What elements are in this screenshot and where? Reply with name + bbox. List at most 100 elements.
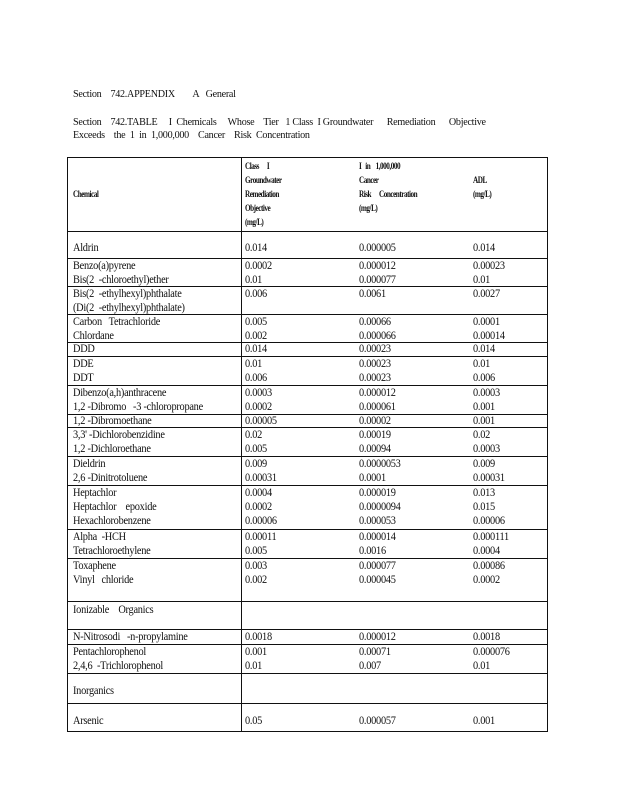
cancer-risk-value: 0.000012: [359, 260, 396, 272]
cancer-risk-value: 0.000014: [359, 531, 396, 543]
chemical-name: Dieldrin: [73, 458, 106, 470]
objective-value: 0.014: [245, 343, 267, 355]
column-header: (mg/L): [473, 189, 492, 199]
column-header: Groundwater: [245, 175, 282, 185]
column-header: I in 1,000,000: [359, 161, 401, 171]
cancer-risk-value: 0.000045: [359, 574, 396, 586]
table-row-group: Pentachlorophenol 0.001 0.00071 0.000076 2,4…: [68, 644, 547, 673]
chemical-name: 2,6 -Dinitrotoluene: [73, 472, 148, 484]
chemical-name: 1,2 -Dibromo -3 -chloropropane: [73, 401, 203, 413]
table-row-group: Heptachlor 0.0004 0.000019 0.013 Heptachlor …: [68, 485, 547, 529]
objective-value: 0.00005: [245, 415, 277, 427]
cancer-risk-value: 0.00019: [359, 429, 391, 441]
chemical-name: Bis(2 -chloroethyl)ether: [73, 274, 169, 286]
chemical-name: Arsenic: [73, 715, 104, 727]
objective-value: 0.0018: [245, 631, 272, 643]
chemical-name: Hexachlorobenzene: [73, 515, 151, 527]
cancer-risk-value: 0.0001: [359, 472, 386, 484]
table-caption-line-2: Exceeds the 1 in 1,000,000 Cancer Risk C…: [73, 129, 310, 141]
adl-value: 0.0002: [473, 574, 500, 586]
column-header: (mg/L): [359, 203, 378, 213]
adl-value: 0.001: [473, 415, 495, 427]
chemical-name: DDE: [73, 358, 94, 370]
cancer-risk-value: 0.0061: [359, 288, 386, 300]
chemical-name: Chlordane: [73, 330, 114, 342]
cancer-risk-value: 0.00094: [359, 443, 391, 455]
cancer-risk-value: 0.0000053: [359, 458, 401, 470]
objective-value: 0.005: [245, 316, 267, 328]
adl-value: 0.0018: [473, 631, 500, 643]
chemical-name: Aldrin: [73, 242, 99, 254]
table-caption-line-1: Section 742.TABLE I Chemicals Whose Tier…: [73, 116, 486, 128]
table-row-group: N-Nitrosodi -n-propylamine 0.0018 0.000012…: [68, 629, 547, 644]
chemical-name: Pentachlorophenol: [73, 646, 147, 658]
cancer-risk-value: 0.000061: [359, 401, 396, 413]
objective-value: 0.01: [245, 274, 263, 286]
adl-value: 0.014: [473, 343, 495, 355]
chemical-name: Carbon Tetrachloride: [73, 316, 161, 328]
chemical-name: 2,4,6 -Trichlorophenol: [73, 660, 164, 672]
section-heading: Section 742.APPENDIX A General: [73, 88, 236, 100]
cancer-risk-value: 0.00071: [359, 646, 391, 658]
adl-value: 0.0001: [473, 316, 500, 328]
objective-value: 0.02: [245, 429, 263, 441]
chemical-name: Heptachlor: [73, 487, 117, 499]
chemical-name: Vinyl chloride: [73, 574, 134, 586]
adl-value: 0.0004: [473, 545, 500, 557]
column-header: Remediation: [245, 189, 279, 199]
cancer-risk-value: 0.00023: [359, 343, 391, 355]
cancer-risk-value: 0.0016: [359, 545, 386, 557]
objective-value: 0.0002: [245, 260, 272, 272]
cancer-risk-value: 0.000012: [359, 631, 396, 643]
cancer-risk-value: 0.000012: [359, 387, 396, 399]
objective-value: 0.00006: [245, 515, 277, 527]
column-header: Chemical: [73, 189, 99, 199]
objective-value: 0.003: [245, 560, 267, 572]
objective-value: 0.00011: [245, 531, 277, 543]
table-row-group: 1,2 -Dibromoethane 0.00005 0.00002 0.001: [68, 414, 547, 427]
adl-value: 0.014: [473, 242, 495, 254]
objective-value: 0.009: [245, 458, 267, 470]
chemical-name: Bis(2 -ethylhexyl)phthalate: [73, 288, 182, 300]
objective-value: 0.005: [245, 545, 267, 557]
objective-value: 0.005: [245, 443, 267, 455]
cancer-risk-value: 0.000077: [359, 274, 396, 286]
table-row-group: Toxaphene 0.003 0.000077 0.00086 Vinyl chlor…: [68, 558, 547, 601]
column-divider: [241, 158, 242, 731]
table-header: Chemical Class I Groundwater Remediation Obj…: [68, 158, 547, 231]
objective-value: 0.0003: [245, 387, 272, 399]
chemical-name: DDD: [73, 343, 95, 355]
chemical-name: Alpha -HCH: [73, 531, 126, 543]
chemical-name: DDT: [73, 372, 94, 384]
table-row-group: DDE 0.01 0.00023 0.01 DDT 0.006 0.00023 0.006: [68, 356, 547, 385]
chemical-name: Ionizable Organics: [73, 604, 154, 616]
table-row-group: Alpha -HCH 0.00011 0.000014 0.000111 Tetrach…: [68, 529, 547, 558]
adl-value: 0.001: [473, 401, 495, 413]
adl-value: 0.0003: [473, 443, 500, 455]
chemicals-table: Chemical Class I Groundwater Remediation Obj…: [67, 157, 548, 732]
chemical-name: 1,2 -Dibromoethane: [73, 415, 152, 427]
objective-value: 0.001: [245, 646, 267, 658]
chemical-name: Tetrachloroethylene: [73, 545, 151, 557]
adl-value: 0.01: [473, 274, 491, 286]
adl-value: 0.00023: [473, 260, 505, 272]
objective-value: 0.006: [245, 288, 267, 300]
adl-value: 0.001: [473, 715, 495, 727]
cancer-risk-value: 0.00002: [359, 415, 391, 427]
objective-value: 0.0002: [245, 501, 272, 513]
table-row-group: Carbon Tetrachloride 0.005 0.00066 0.0001 Ch…: [68, 314, 547, 342]
table-row-group: Aldrin 0.014 0.000005 0.014: [68, 231, 547, 258]
table-row-group: Dieldrin 0.009 0.0000053 0.009 2,6 -Dinitrot…: [68, 456, 547, 485]
cancer-risk-value: 0.007: [359, 660, 381, 672]
cancer-risk-value: 0.000057: [359, 715, 396, 727]
cancer-risk-value: 0.000005: [359, 242, 396, 254]
table-row-group: 3,3' -Dichlorobenzidine 0.02 0.00019 0.02 1,…: [68, 427, 547, 456]
chemical-name: Heptachlor epoxide: [73, 501, 157, 513]
adl-value: 0.0003: [473, 387, 500, 399]
adl-value: 0.00006: [473, 515, 505, 527]
table-row-group: Benzo(a)pyrene 0.0002 0.000012 0.00023 Bis(2…: [68, 258, 547, 286]
objective-value: 0.002: [245, 574, 267, 586]
objective-value: 0.0004: [245, 487, 272, 499]
adl-value: 0.013: [473, 487, 495, 499]
chemical-name: 3,3' -Dichlorobenzidine: [73, 429, 165, 441]
